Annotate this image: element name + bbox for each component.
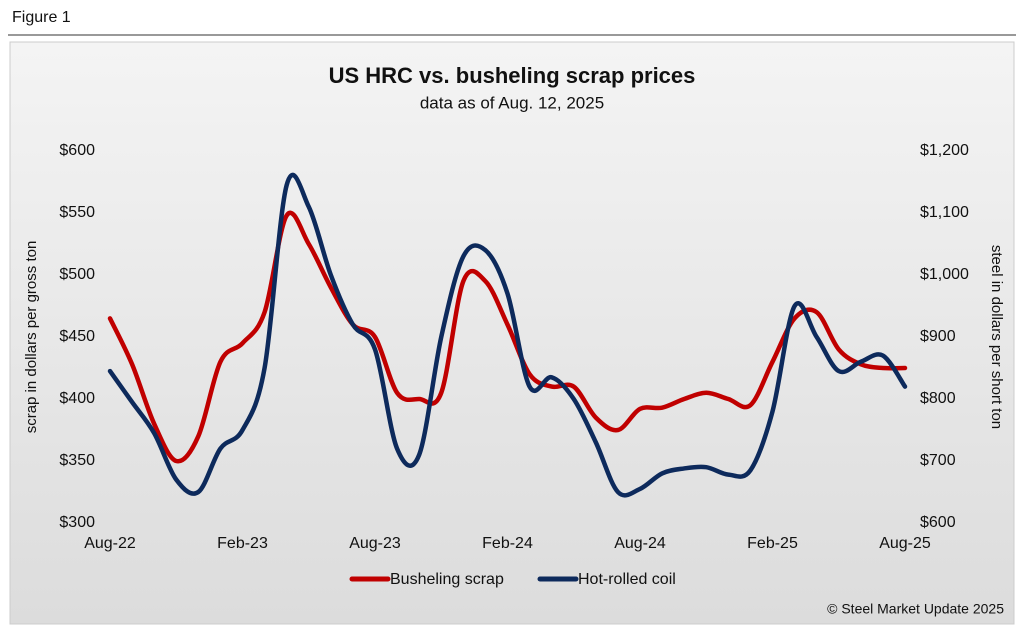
- y2-tick-label: $1,000: [920, 266, 969, 283]
- y-tick-label: $400: [59, 390, 95, 407]
- y2-tick-label: $1,200: [920, 142, 969, 159]
- chart-title: US HRC vs. busheling scrap prices: [329, 63, 696, 88]
- x-tick-label: Aug-23: [349, 535, 401, 552]
- source: © Steel Market Update 2025: [827, 601, 1004, 617]
- y2-tick-label: $800: [920, 390, 956, 407]
- y2-tick-label: $600: [920, 514, 956, 531]
- series-line: [107, 210, 908, 464]
- series-line: [107, 173, 908, 498]
- figure-label: Figure 1: [12, 9, 71, 26]
- x-tick-label: Feb-25: [747, 535, 798, 552]
- x-tick-label: Aug-25: [879, 535, 931, 552]
- y2-axis-title: steel in dollars per short ton: [988, 245, 1005, 429]
- y-tick-label: $350: [59, 452, 95, 469]
- y-axis-title: scrap in dollars per gross ton: [23, 241, 40, 434]
- y-tick-label: $550: [59, 204, 95, 221]
- x-tick-label: Aug-22: [84, 535, 136, 552]
- y2-tick-label: $700: [920, 452, 956, 469]
- x-tick-label: Aug-24: [614, 535, 666, 552]
- y-tick-label: $500: [59, 266, 95, 283]
- y2-tick-label: $1,100: [920, 204, 969, 221]
- legend-label: Hot-rolled coil: [578, 571, 676, 588]
- x-tick-label: Feb-24: [482, 535, 533, 552]
- y-tick-label: $300: [59, 514, 95, 531]
- x-tick-label: Feb-23: [217, 535, 268, 552]
- y2-tick-label: $900: [920, 328, 956, 345]
- chart-subtitle: data as of Aug. 12, 2025: [420, 93, 604, 112]
- y-tick-label: $600: [59, 142, 95, 159]
- legend-label: Busheling scrap: [390, 571, 504, 588]
- y-tick-label: $450: [59, 328, 95, 345]
